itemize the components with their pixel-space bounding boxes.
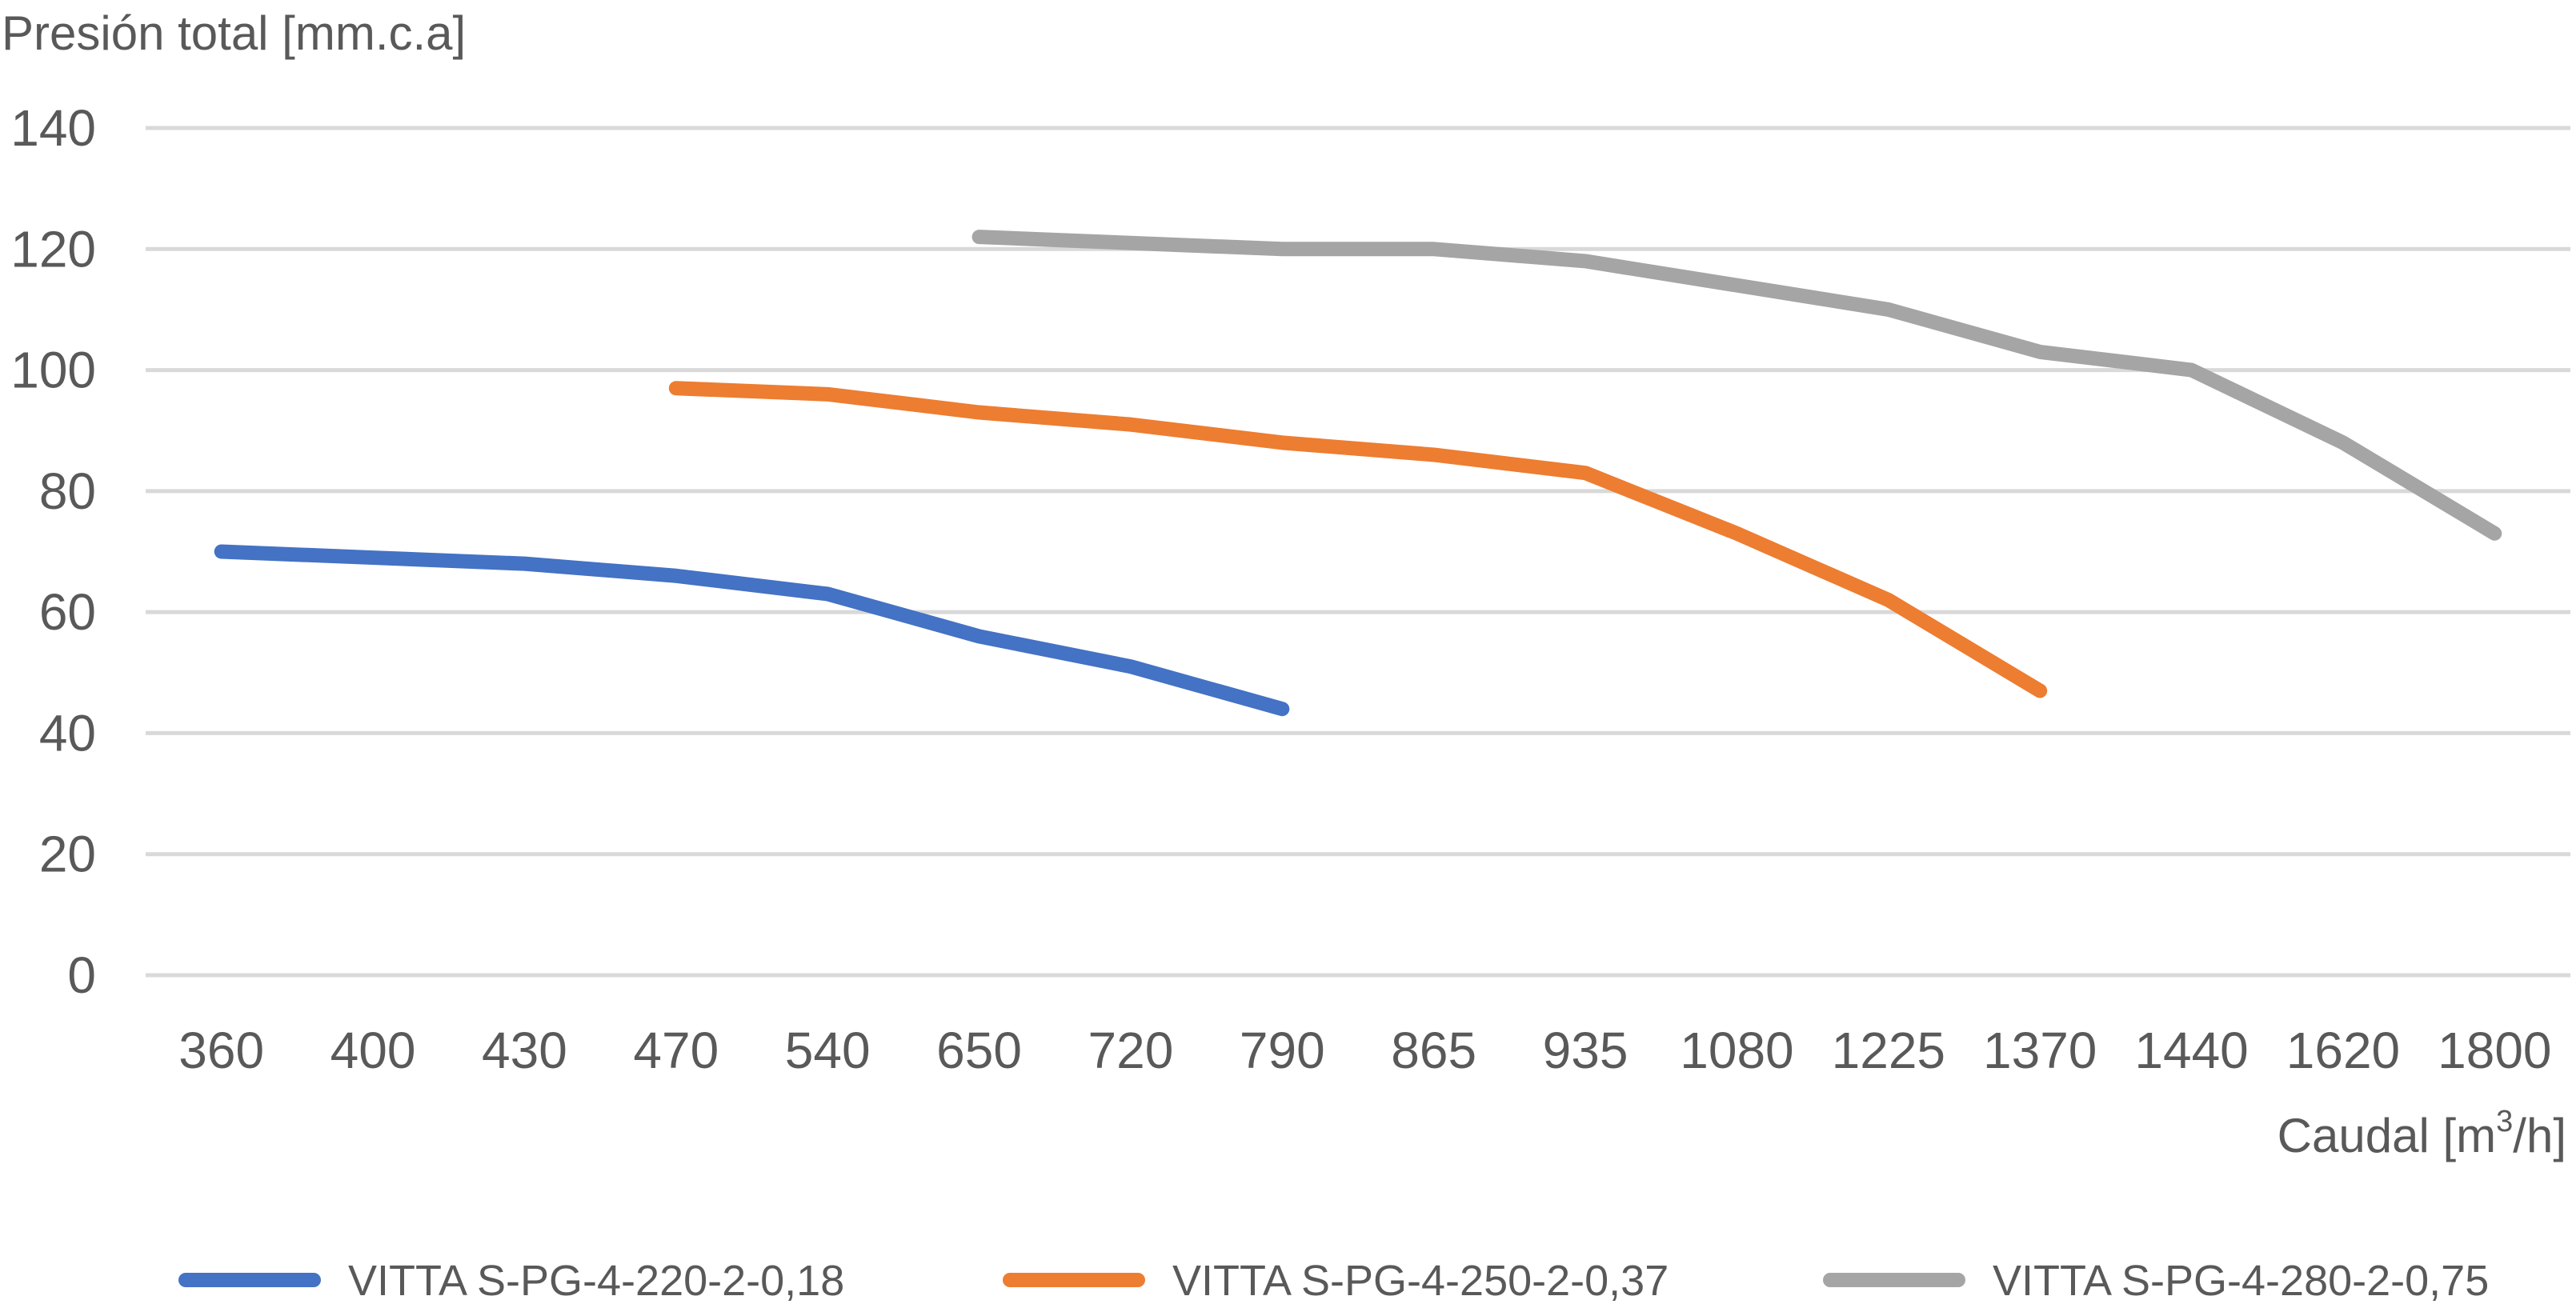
x-tick-label: 1620: [2286, 1022, 2400, 1079]
legend-item: VITTA S-PG-4-250-2-0,37: [1003, 1257, 1669, 1305]
legend-label: VITTA S-PG-4-220-2-0,18: [348, 1257, 844, 1305]
y-axis-ticks: 0 20 40 60 80 100 120 140: [10, 99, 96, 1004]
series-lines: [214, 230, 2502, 717]
gridlines: [146, 126, 2570, 978]
x-axis-title: Caudal [m3/h]: [2278, 1105, 2566, 1162]
legend-label: VITTA S-PG-4-280-2-0,75: [1993, 1257, 2489, 1305]
x-tick-label: 865: [1391, 1022, 1476, 1079]
x-tick-label: 720: [1088, 1022, 1174, 1079]
y-tick-label: 100: [10, 342, 96, 399]
x-tick-label: 1440: [2134, 1022, 2248, 1079]
series-line-1: [214, 544, 1290, 717]
legend-label: VITTA S-PG-4-250-2-0,37: [1172, 1257, 1669, 1305]
x-tick-label: 360: [178, 1022, 264, 1079]
x-tick-label: 1800: [2438, 1022, 2551, 1079]
x-tick-label: 1370: [1983, 1022, 2097, 1079]
x-tick-label: 470: [633, 1022, 719, 1079]
x-tick-label: 935: [1543, 1022, 1629, 1079]
x-tick-label: 1225: [1832, 1022, 1945, 1079]
x-tick-label: 430: [482, 1022, 567, 1079]
series-line-2: [668, 381, 2048, 698]
x-tick-label: 790: [1240, 1022, 1325, 1079]
legend: VITTA S-PG-4-220-2-0,18 VITTA S-PG-4-250-…: [178, 1257, 2489, 1305]
legend-item: VITTA S-PG-4-280-2-0,75: [1823, 1257, 2489, 1305]
x-tick-label: 650: [936, 1022, 1022, 1079]
y-tick-label: 60: [39, 583, 96, 641]
series-line-3: [972, 230, 2502, 541]
x-axis-ticks: 360 400 430 470 540 650 720 790 865 935 1080 1225 13…: [178, 1022, 2551, 1079]
x-tick-label: 400: [331, 1022, 416, 1079]
x-tick-label: 1080: [1680, 1022, 1793, 1079]
y-tick-label: 140: [10, 99, 96, 157]
y-tick-label: 40: [39, 704, 96, 762]
y-tick-label: 80: [39, 462, 96, 520]
y-tick-label: 20: [39, 826, 96, 883]
x-tick-label: 540: [785, 1022, 871, 1079]
y-tick-label: 0: [67, 946, 96, 1004]
legend-item: VITTA S-PG-4-220-2-0,18: [178, 1257, 844, 1305]
y-axis-title: Presión total [mm.c.a]: [2, 6, 466, 60]
y-tick-label: 120: [10, 220, 96, 278]
